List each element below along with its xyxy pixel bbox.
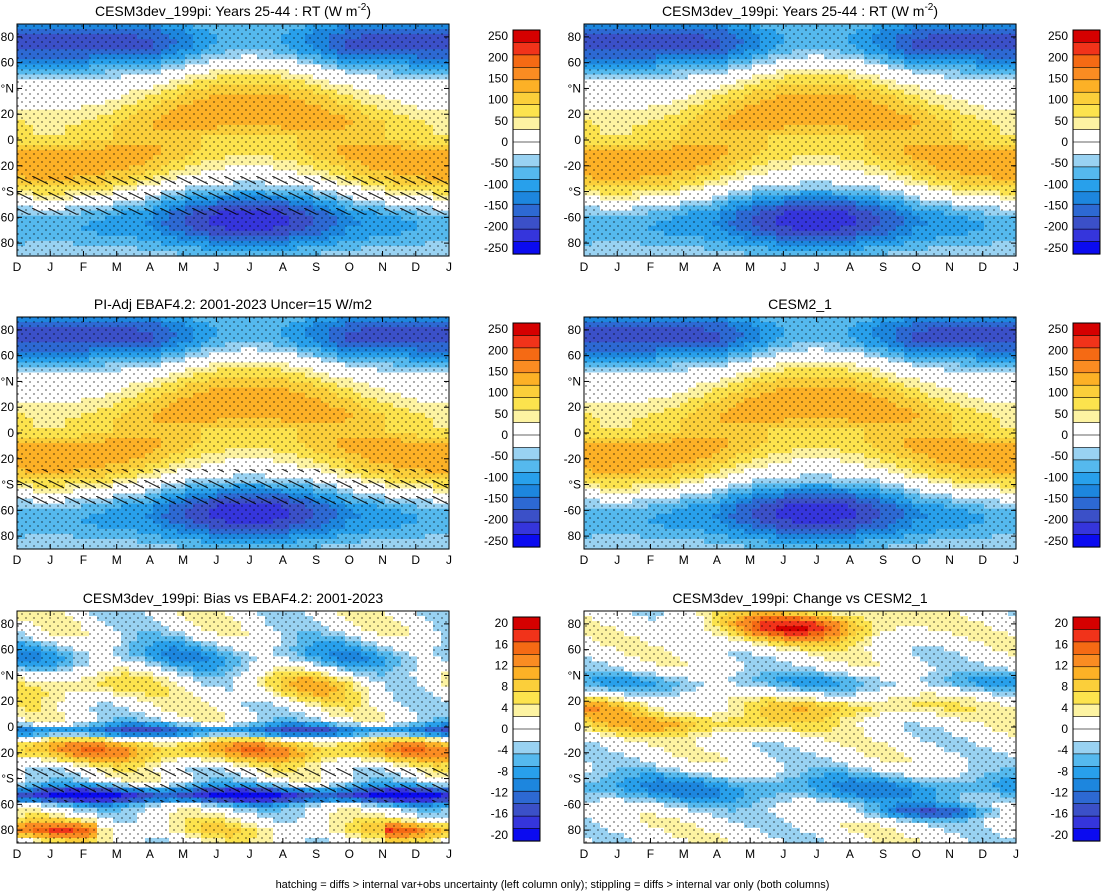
stippling	[17, 24, 449, 256]
y-tick-label: °N	[1, 81, 14, 95]
colorbar-swatch	[512, 104, 541, 118]
x-tick-label: N	[378, 260, 387, 274]
colorbar-swatch	[512, 191, 541, 205]
y-tick-label: -60	[0, 210, 14, 224]
colorbar-swatch	[512, 129, 541, 143]
colorbar-swatch	[512, 29, 541, 44]
y-tick-label: 80	[1, 30, 15, 44]
colorbar-swatch	[512, 79, 541, 93]
colorbar-swatch	[512, 203, 541, 218]
colorbar-swatch	[512, 54, 541, 68]
colorbar-swatch	[512, 67, 541, 81]
colorbar-swatch	[512, 141, 541, 156]
colorbar-label: -150	[484, 198, 508, 212]
x-tick-label: M	[112, 260, 122, 274]
colorbar-label: 250	[488, 29, 508, 43]
x-tick-label: J	[446, 260, 452, 274]
panel-title: CESM3dev_199pi: Years 25-44 : RT (W m-2)	[95, 2, 371, 19]
colorbar-label: -50	[491, 156, 509, 170]
colorbar: 250 200 150 100 50 0 -50 -100 -150 -200 -250	[484, 29, 541, 255]
x-tick-label: M	[178, 260, 188, 274]
x-tick-label: S	[312, 260, 320, 274]
x-tick-label: F	[80, 260, 87, 274]
y-tick-label: 0	[7, 133, 14, 147]
colorbar-label: -200	[484, 220, 508, 234]
colorbar-swatch	[512, 166, 541, 180]
colorbar-swatch	[512, 179, 541, 193]
y-tick-label: °S	[1, 185, 14, 199]
x-tick-label: J	[247, 260, 253, 274]
y-tick-label: -20	[0, 159, 14, 173]
y-tick-label: 20	[1, 107, 15, 121]
x-tick-label: D	[411, 260, 420, 274]
colorbar-swatch	[512, 154, 541, 168]
colorbar-label: 50	[495, 114, 509, 128]
colorbar-swatch	[512, 228, 541, 243]
x-tick-label: D	[13, 260, 22, 274]
y-tick-label: 60	[1, 56, 15, 70]
panel-2: D J F M A M J J A S O N D J8060°N200-20°S-6080CESM3de…	[564, 2, 1101, 274]
colorbar-swatch	[512, 91, 541, 106]
x-tick-label: A	[279, 260, 287, 274]
x-tick-label: A	[146, 260, 154, 274]
colorbar-label: 150	[488, 72, 508, 86]
colorbar-swatch	[512, 116, 541, 131]
colorbar-label: 100	[488, 93, 508, 107]
colorbar-label: -100	[484, 177, 508, 191]
x-tick-label: O	[345, 260, 354, 274]
colorbar-swatch	[512, 216, 541, 230]
panel-1: DJFMAMJJASONDJ8060°N200-20°S-6080CESM3de…	[0, 2, 541, 274]
colorbar-label: 200	[488, 50, 508, 64]
colorbar-label: -250	[484, 241, 508, 255]
colorbar-swatch	[512, 241, 541, 255]
colorbar-label: 0	[501, 135, 508, 149]
x-tick-label: J	[47, 260, 53, 274]
y-tick-label: 80	[1, 236, 15, 250]
hatching	[17, 176, 449, 215]
x-tick-label: J	[213, 260, 219, 274]
colorbar-swatch	[512, 42, 541, 56]
